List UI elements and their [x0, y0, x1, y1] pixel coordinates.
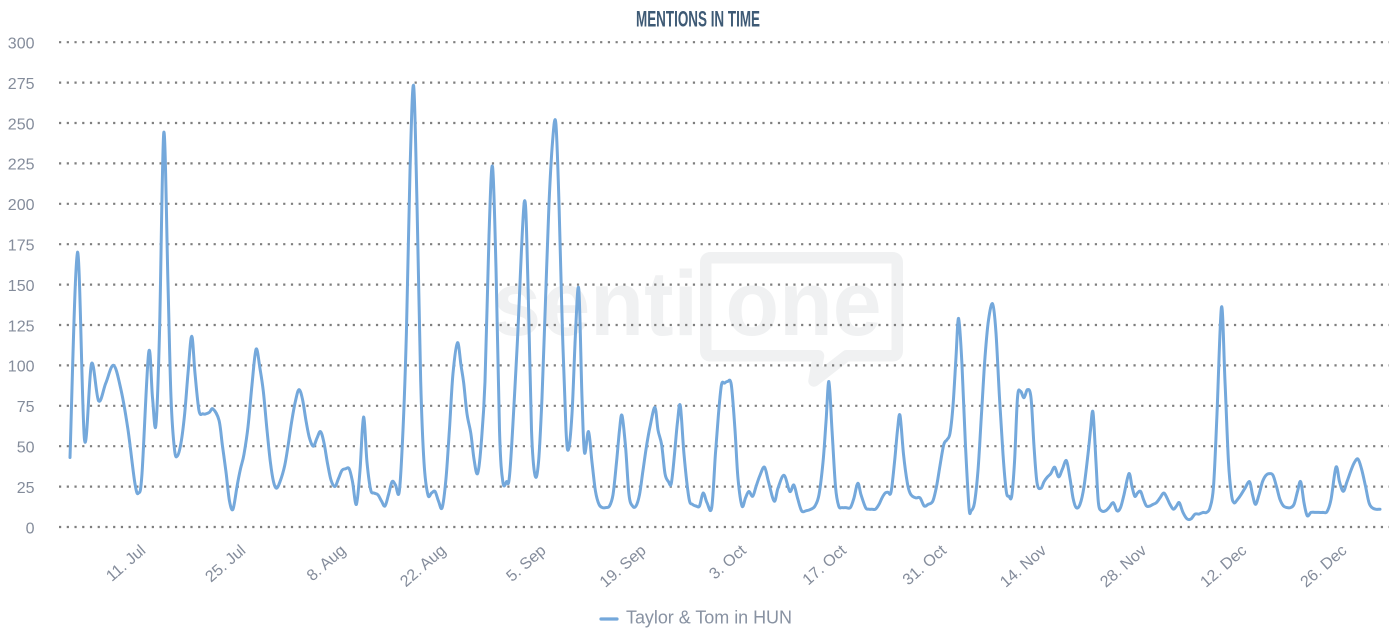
svg-text:150: 150 [8, 278, 35, 295]
svg-text:25. Jul: 25. Jul [202, 542, 249, 586]
svg-text:31. Oct: 31. Oct [900, 542, 950, 589]
svg-text:275: 275 [8, 76, 35, 93]
svg-text:8. Aug: 8. Aug [304, 542, 349, 585]
svg-text:11. Jul: 11. Jul [103, 542, 149, 585]
svg-text:5. Sep: 5. Sep [503, 542, 549, 585]
svg-text:19. Sep: 19. Sep [597, 542, 650, 591]
svg-text:28. Nov: 28. Nov [1097, 542, 1150, 591]
svg-text:12. Dec: 12. Dec [1197, 542, 1250, 591]
svg-text:Taylor & Tom in HUN: Taylor & Tom in HUN [626, 608, 792, 628]
svg-text:22. Aug: 22. Aug [397, 542, 449, 590]
svg-text:0: 0 [26, 520, 35, 537]
svg-text:50: 50 [17, 440, 35, 457]
svg-text:one: one [726, 253, 882, 355]
svg-text:200: 200 [8, 197, 35, 214]
svg-text:26. Dec: 26. Dec [1298, 542, 1351, 591]
svg-text:75: 75 [17, 399, 35, 416]
svg-text:250: 250 [8, 116, 35, 133]
svg-text:14. Nov: 14. Nov [997, 542, 1050, 591]
svg-text:225: 225 [8, 157, 35, 174]
svg-text:senti: senti [492, 253, 698, 355]
svg-text:25: 25 [17, 480, 35, 497]
svg-text:MENTIONS IN TIME: MENTIONS IN TIME [636, 7, 760, 32]
svg-text:175: 175 [8, 238, 35, 255]
svg-text:125: 125 [8, 318, 35, 335]
svg-text:3. Oct: 3. Oct [706, 542, 750, 583]
svg-text:100: 100 [8, 359, 35, 376]
svg-text:17. Oct: 17. Oct [800, 542, 850, 589]
svg-text:300: 300 [8, 36, 35, 53]
